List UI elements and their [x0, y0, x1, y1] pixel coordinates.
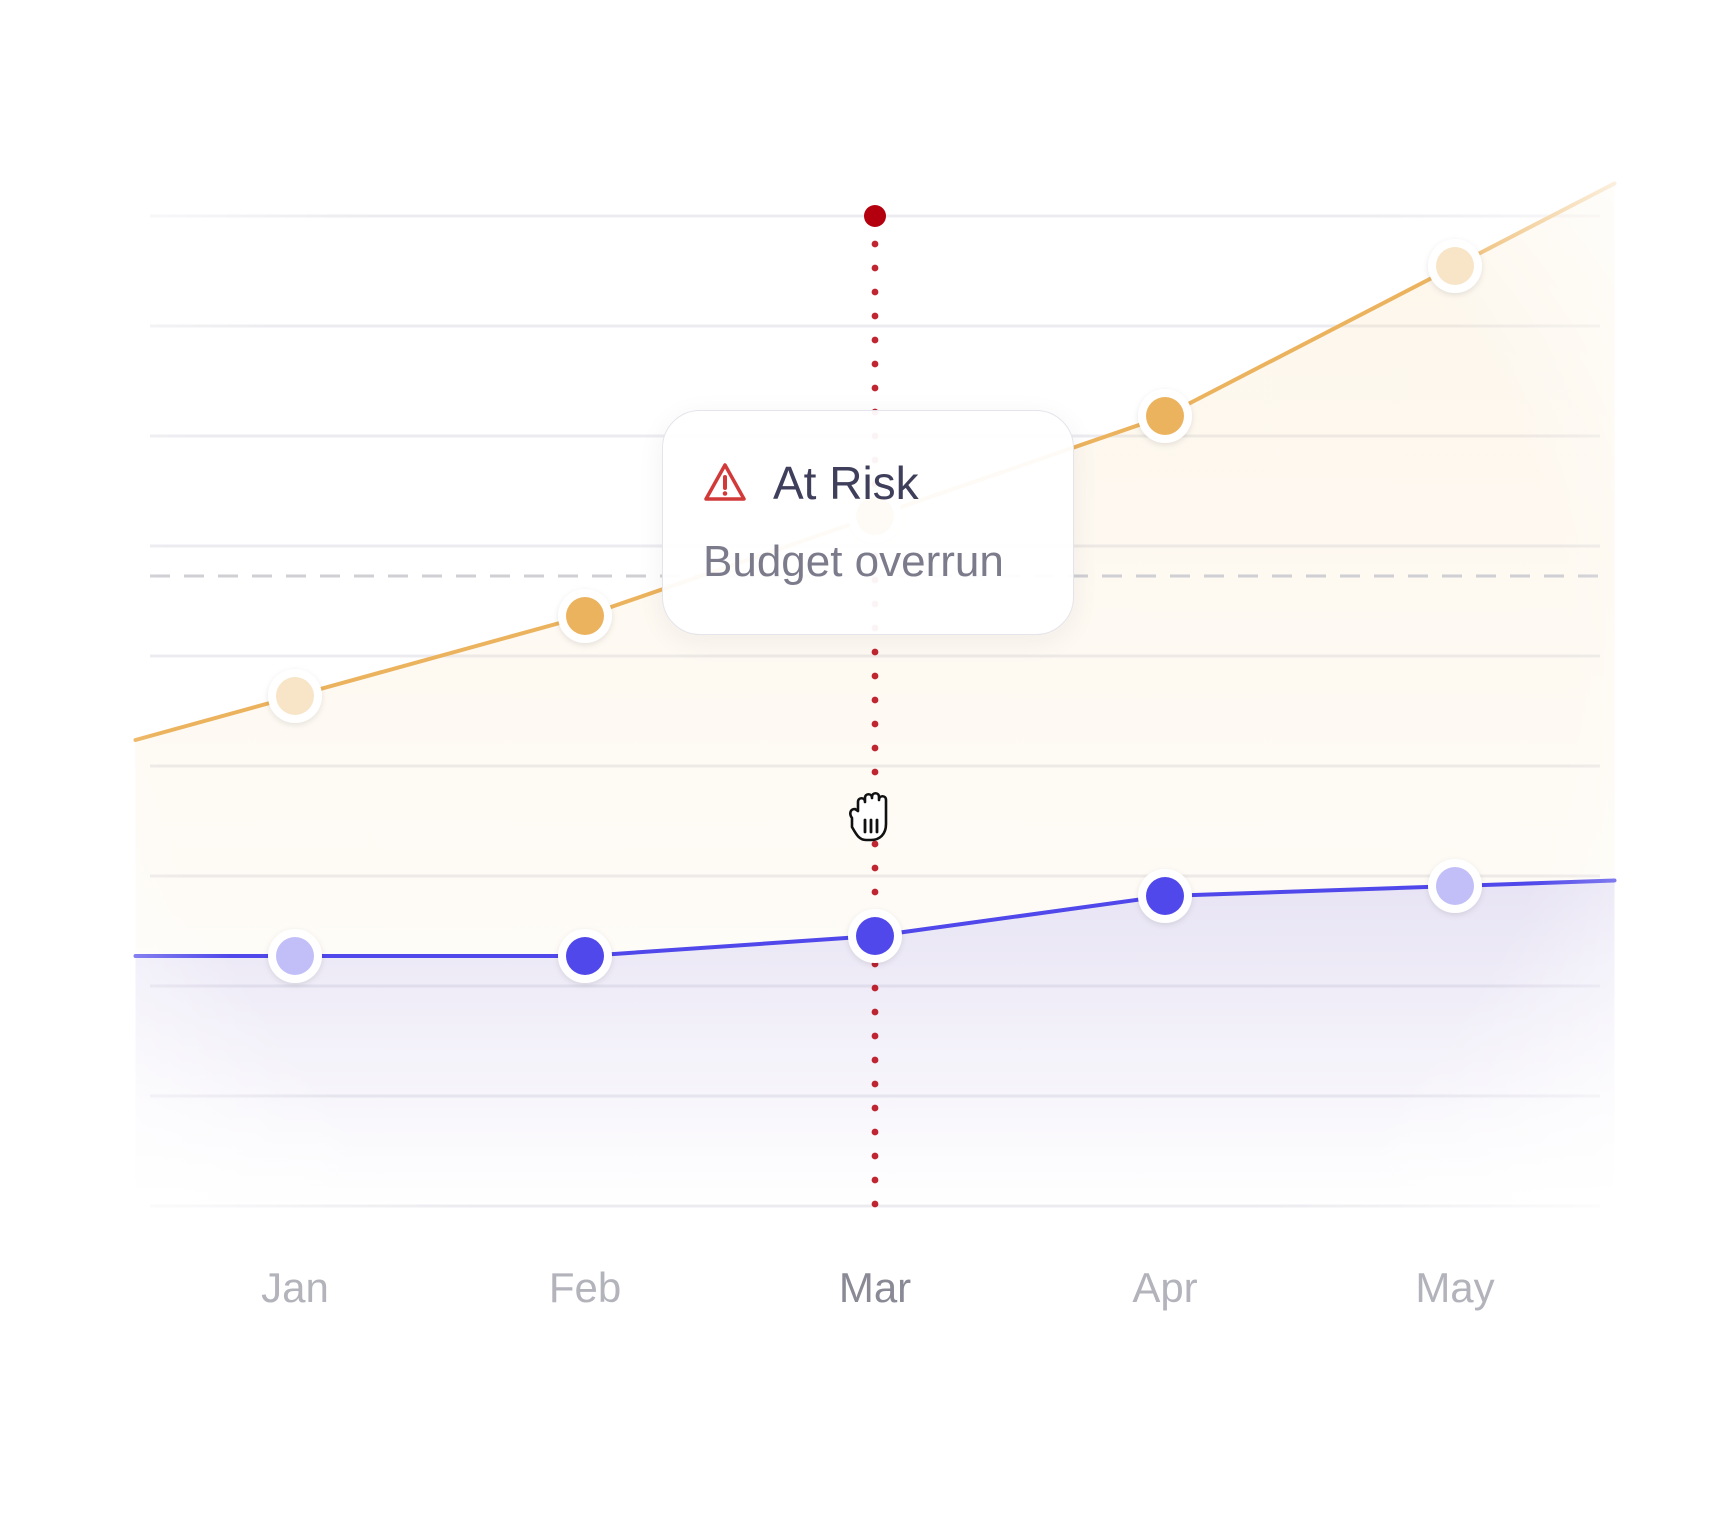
tooltip-title: At Risk — [773, 457, 919, 509]
data-point-ring — [268, 929, 322, 983]
data-point — [1146, 397, 1184, 435]
x-tick-label: Mar — [839, 1264, 911, 1311]
x-tick-label: Jan — [261, 1264, 329, 1311]
data-point-ring — [1428, 859, 1482, 913]
data-point — [276, 937, 314, 975]
data-point — [1146, 877, 1184, 915]
x-tick-label: Apr — [1132, 1264, 1197, 1311]
data-point — [1436, 247, 1474, 285]
data-point — [566, 597, 604, 635]
data-point-ring — [1428, 239, 1482, 293]
grab-hand-icon — [849, 791, 888, 842]
data-point — [856, 917, 894, 955]
data-point — [1436, 867, 1474, 905]
data-point-ring — [268, 669, 322, 723]
warning-triangle-icon — [704, 463, 746, 501]
x-axis-labels: Jan Feb Mar Apr May — [261, 1264, 1495, 1311]
data-point — [566, 937, 604, 975]
tooltip-subtitle: Budget overrun — [703, 537, 1004, 586]
x-tick-label: May — [1415, 1264, 1494, 1311]
status-tooltip: At Risk Budget overrun — [662, 410, 1074, 635]
x-tick-label: Feb — [549, 1264, 621, 1311]
data-point — [276, 677, 314, 715]
